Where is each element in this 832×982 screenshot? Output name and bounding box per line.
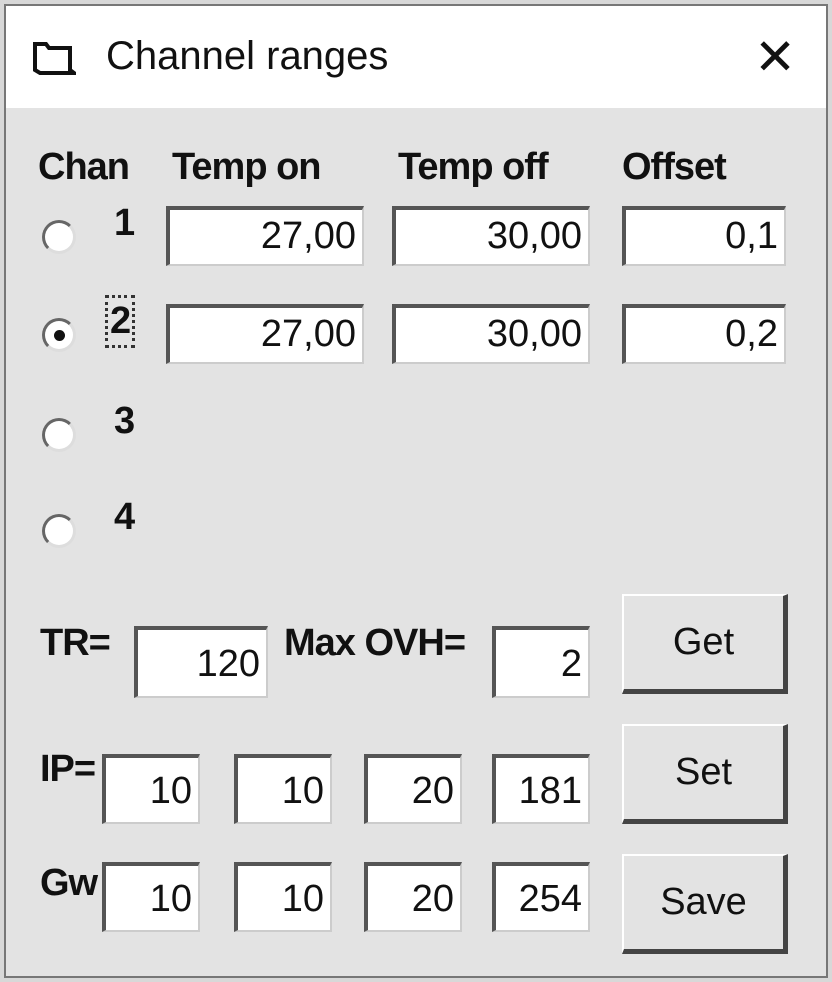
channel-ranges-dialog: Channel ranges ✕ Chan Temp on Temp off O… (4, 4, 828, 978)
channel-1-temp-on[interactable]: 27,00 (166, 206, 364, 266)
channel-4-label: 4 (114, 496, 135, 538)
gw-label: Gw (40, 862, 98, 904)
tr-label: TR= (40, 622, 111, 664)
get-button[interactable]: Get (622, 594, 788, 694)
radio-channel-2[interactable] (42, 318, 76, 352)
set-button[interactable]: Set (622, 724, 788, 824)
window-title: Channel ranges (106, 34, 389, 78)
ip-octet-4[interactable]: 181 (492, 754, 590, 824)
max-ovh-label: Max OVH= (284, 622, 466, 664)
channel-3-label: 3 (114, 400, 135, 442)
gw-octet-2[interactable]: 10 (234, 862, 332, 932)
gw-octet-4[interactable]: 254 (492, 862, 590, 932)
radio-channel-3[interactable] (42, 418, 76, 452)
radio-channel-4[interactable] (42, 514, 76, 548)
title-bar: Channel ranges ✕ (6, 6, 826, 108)
radio-channel-1[interactable] (42, 220, 76, 254)
max-ovh-input[interactable]: 2 (492, 626, 590, 698)
ip-octet-3[interactable]: 20 (364, 754, 462, 824)
header-chan: Chan (38, 146, 130, 188)
ip-octet-2[interactable]: 10 (234, 754, 332, 824)
tr-input[interactable]: 120 (134, 626, 268, 698)
channel-1-temp-off[interactable]: 30,00 (392, 206, 590, 266)
header-temp-off: Temp off (398, 146, 549, 188)
ip-label: IP= (40, 748, 96, 790)
channel-2-label: 2 (104, 295, 136, 348)
gw-octet-3[interactable]: 20 (364, 862, 462, 932)
folder-icon (33, 42, 76, 75)
ip-octet-1[interactable]: 10 (102, 754, 200, 824)
header-temp-on: Temp on (172, 146, 322, 188)
channel-1-offset[interactable]: 0,1 (622, 206, 786, 266)
save-button[interactable]: Save (622, 854, 788, 954)
gw-octet-1[interactable]: 10 (102, 862, 200, 932)
channel-2-temp-on[interactable]: 27,00 (166, 304, 364, 364)
header-offset: Offset (622, 146, 727, 188)
close-button[interactable]: ✕ (754, 29, 796, 85)
channel-1-label: 1 (114, 202, 135, 244)
channel-2-offset[interactable]: 0,2 (622, 304, 786, 364)
channel-2-temp-off[interactable]: 30,00 (392, 304, 590, 364)
